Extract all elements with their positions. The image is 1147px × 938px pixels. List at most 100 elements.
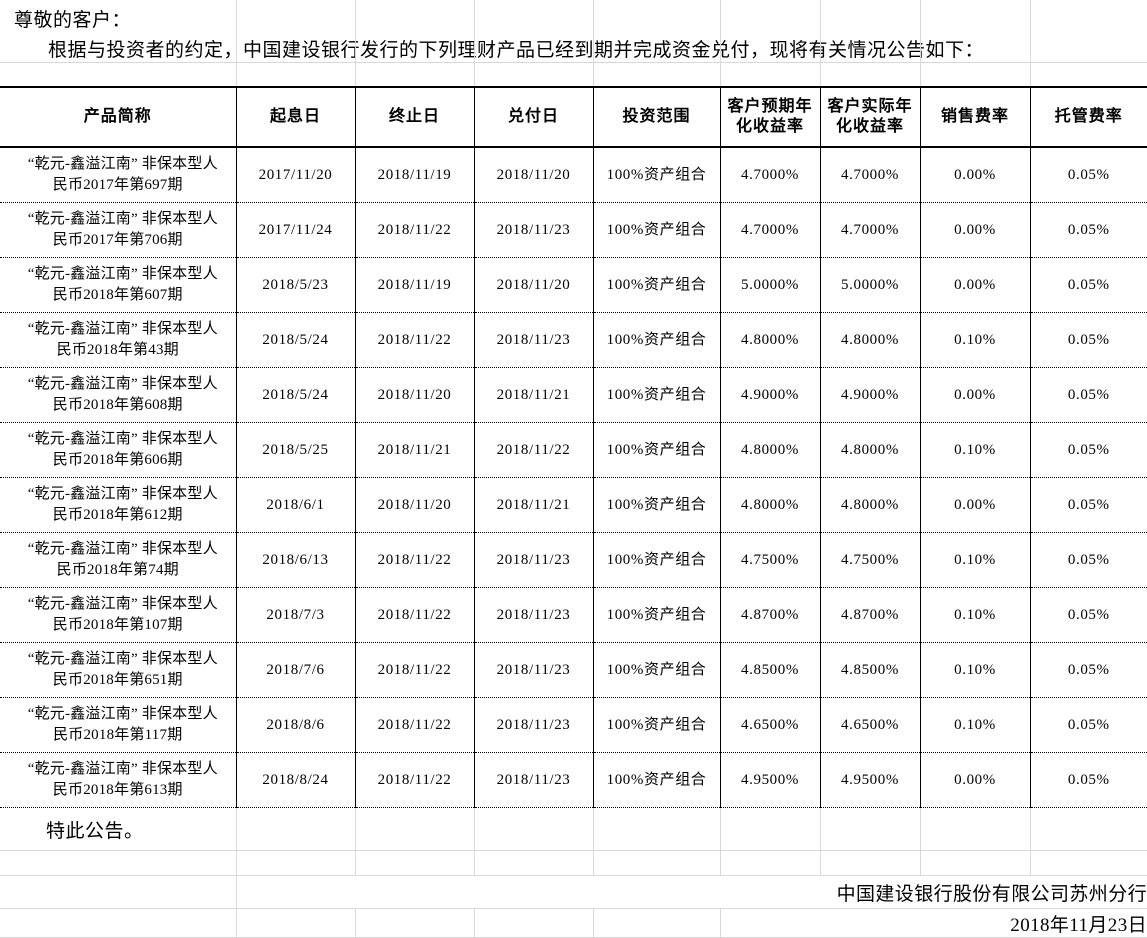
- cell-end-date: 2018/11/22: [355, 587, 475, 643]
- cell-payment-date: 2018/11/21: [474, 477, 594, 533]
- product-name-line-2: 民币2018年第613期: [52, 782, 183, 798]
- cell-sales-fee: 0.10%: [920, 312, 1031, 368]
- cell-payment-date: 2018/11/23: [474, 202, 594, 258]
- cell-product-name: “乾元-鑫溢江南” 非保本型人 民币2018年第43期: [0, 312, 237, 368]
- product-name-line-1: “乾元-鑫溢江南” 非保本型人: [27, 761, 218, 777]
- product-name-line-2: 民币2018年第607期: [52, 287, 183, 303]
- product-name-line-1: “乾元-鑫溢江南” 非保本型人: [27, 596, 218, 612]
- product-name-line-2: 民币2018年第651期: [52, 672, 183, 688]
- footer-cell: [236, 807, 356, 851]
- cell-product-name: “乾元-鑫溢江南” 非保本型人 民币2017年第697期: [0, 147, 237, 203]
- table-row: “乾元-鑫溢江南” 非保本型人 民币2018年第74期 2018/6/13 2018/…: [0, 532, 1147, 588]
- cell-sales-fee: 0.00%: [920, 752, 1031, 808]
- table-row: “乾元-鑫溢江南” 非保本型人 民币2018年第607期 2018/5/23 2018…: [0, 257, 1147, 313]
- col-header-end-date: 终止日: [355, 86, 475, 148]
- cell-sales-fee: 0.00%: [920, 147, 1031, 203]
- cell-custody-fee: 0.05%: [1030, 147, 1147, 203]
- cell-payment-date: 2018/11/23: [474, 642, 594, 698]
- cell-scope: 100%资产组合: [593, 532, 721, 588]
- cell-start-date: 2018/8/6: [236, 697, 356, 753]
- cell-payment-date: 2018/11/20: [474, 257, 594, 313]
- cell-end-date: 2018/11/22: [355, 312, 475, 368]
- cell-scope: 100%资产组合: [593, 422, 721, 478]
- footer-cell: [474, 807, 594, 851]
- product-name-line-2: 民币2018年第107期: [52, 617, 183, 633]
- table-row: “乾元-鑫溢江南” 非保本型人 民币2018年第107期 2018/7/3 2018/…: [0, 587, 1147, 643]
- cell-product-name: “乾元-鑫溢江南” 非保本型人民币2018年第607期: [0, 257, 237, 313]
- cell-expected-rate: 4.7500%: [720, 532, 821, 588]
- cell-sales-fee: 0.00%: [920, 202, 1031, 258]
- cell-sales-fee: 0.10%: [920, 642, 1031, 698]
- product-name-line-1: “乾元-鑫溢江南” 非保本型人: [27, 486, 218, 502]
- cell-sales-fee: 0.00%: [920, 367, 1031, 423]
- footer-cell: [1030, 850, 1147, 876]
- product-name-line-1: “乾元-鑫溢江南” 非保本型人: [27, 266, 218, 282]
- cell-start-date: 2018/6/1: [236, 477, 356, 533]
- product-name-line-2: 民币2018年第612期: [52, 507, 183, 523]
- cell-actual-rate: 4.6500%: [820, 697, 921, 753]
- cell-sales-fee: 0.10%: [920, 697, 1031, 753]
- product-name-line-2: 民币2018年第43期: [56, 342, 179, 358]
- footer-cell: [0, 875, 237, 909]
- cell-start-date: 2018/5/23: [236, 257, 356, 313]
- footer-cell: [236, 850, 356, 876]
- cell-end-date: 2018/11/20: [355, 367, 475, 423]
- product-name-line-1: “乾元-鑫溢江南” 非保本型人: [27, 431, 218, 447]
- intro-block: 尊敬的客户： 根据与投资者的约定，中国建设银行发行的下列理财产品已经到期并完成资…: [0, 0, 1147, 86]
- table-row: “乾元-鑫溢江南” 非保本型人民币2018年第612期 2018/6/1 2018/…: [0, 477, 1147, 533]
- cell-scope: 100%资产组合: [593, 477, 721, 533]
- cell-scope: 100%资产组合: [593, 202, 721, 258]
- product-name-line-2: 民币2017年第706期: [52, 232, 183, 248]
- cell-payment-date: 2018/11/21: [474, 367, 594, 423]
- cell-expected-rate: 4.8500%: [720, 642, 821, 698]
- product-name-line-1: “乾元-鑫溢江南” 非保本型人: [27, 376, 218, 392]
- footer-cell: [355, 850, 475, 876]
- table-row: “乾元-鑫溢江南” 非保本型人 民币2017年第706期 2017/11/24 201…: [0, 202, 1147, 258]
- cell-custody-fee: 0.05%: [1030, 202, 1147, 258]
- signature-date-row: 2018年11月23日: [0, 908, 1147, 938]
- intro-paragraph: 根据与投资者的约定，中国建设银行发行的下列理财产品已经到期并完成资金兑付，现将有…: [48, 40, 985, 61]
- cell-sales-fee: 0.10%: [920, 532, 1031, 588]
- cell-start-date: 2018/8/24: [236, 752, 356, 808]
- cell-start-date: 2017/11/20: [236, 147, 356, 203]
- col-header-start-date: 起息日: [236, 86, 356, 148]
- product-name-line-1: “乾元-鑫溢江南” 非保本型人: [27, 651, 218, 667]
- cell-sales-fee: 0.10%: [920, 422, 1031, 478]
- footer-cell: [355, 807, 475, 851]
- cell-product-name: “乾元-鑫溢江南” 非保本型人 民币2018年第74期: [0, 532, 237, 588]
- signature-org: 中国建设银行股份有限公司苏州分行: [236, 875, 1147, 909]
- table-row: “乾元-鑫溢江南” 非保本型人 民币2017年第697期 2017/11/20 201…: [0, 147, 1147, 203]
- cell-start-date: 2018/5/24: [236, 312, 356, 368]
- cell-actual-rate: 4.8000%: [820, 312, 921, 368]
- product-name-line-2: 民币2018年第74期: [56, 562, 179, 578]
- spacer-row: [0, 850, 1147, 876]
- cell-scope: 100%资产组合: [593, 257, 721, 313]
- cell-custody-fee: 0.05%: [1030, 752, 1147, 808]
- notice-row: 特此公告。: [0, 807, 1147, 851]
- footer-cell: [355, 908, 475, 938]
- cell-product-name: “乾元-鑫溢江南” 非保本型人 民币2018年第608期: [0, 367, 237, 423]
- cell-sales-fee: 0.10%: [920, 587, 1031, 643]
- cell-expected-rate: 4.8000%: [720, 422, 821, 478]
- cell-payment-date: 2018/11/23: [474, 752, 594, 808]
- cell-scope: 100%资产组合: [593, 697, 721, 753]
- cell-product-name: “乾元-鑫溢江南” 非保本型人民币2018年第107期: [0, 587, 237, 643]
- cell-expected-rate: 4.8000%: [720, 312, 821, 368]
- col-header-custody-fee: 托管费率: [1030, 86, 1147, 148]
- col-header-product: 产品简称: [0, 86, 237, 148]
- cell-expected-rate: 4.7000%: [720, 147, 821, 203]
- table-row: “乾元-鑫溢江南” 非保本型人 民币2018年第43期 2018/5/24 2018/…: [0, 312, 1147, 368]
- cell-start-date: 2018/6/13: [236, 532, 356, 588]
- cell-actual-rate: 4.8000%: [820, 422, 921, 478]
- table-header-row: 产品简称 起息日 终止日 兑付日 投资范围 客户预期年 化收益率 客户实际年 化收益…: [0, 86, 1147, 148]
- footer-cell: [474, 850, 594, 876]
- footer-cell: [593, 908, 721, 938]
- product-name-line-2: 民币2017年第697期: [52, 177, 183, 193]
- cell-expected-rate: 4.9500%: [720, 752, 821, 808]
- cell-product-name: “乾元-鑫溢江南” 非保本型人 民币2018年第117期: [0, 697, 237, 753]
- cell-expected-rate: 5.0000%: [720, 257, 821, 313]
- cell-actual-rate: 4.8700%: [820, 587, 921, 643]
- cell-payment-date: 2018/11/23: [474, 587, 594, 643]
- product-name-line-2: 民币2018年第117期: [53, 727, 183, 743]
- cell-scope: 100%资产组合: [593, 642, 721, 698]
